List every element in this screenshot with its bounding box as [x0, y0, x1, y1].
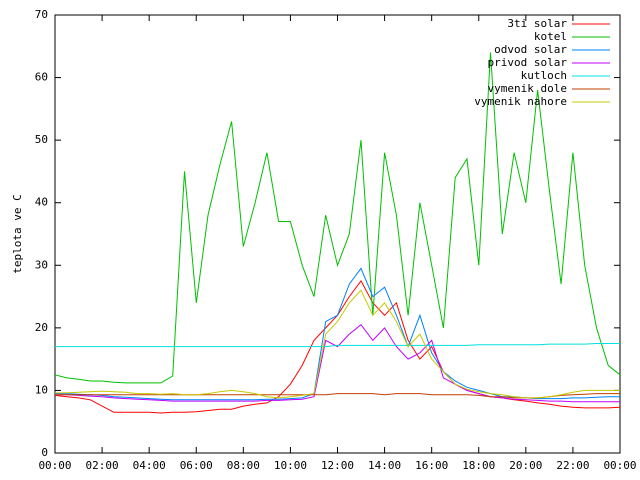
y-tick-label: 30: [35, 258, 48, 271]
series-line: [55, 289, 620, 399]
legend-label: privod solar: [488, 56, 568, 69]
legend-label: odvod solar: [494, 43, 567, 56]
series-line: [55, 267, 620, 401]
y-tick-label: 0: [41, 446, 48, 459]
y-axis-label: teplota ve C: [11, 194, 24, 273]
x-tick-label: 02:00: [86, 459, 119, 472]
series-line: [55, 343, 620, 348]
x-tick-label: 18:00: [462, 459, 495, 472]
y-tick-label: 70: [35, 8, 48, 21]
y-tick-label: 50: [35, 133, 48, 146]
legend-label: vymenik dole: [488, 82, 567, 95]
x-tick-label: 04:00: [133, 459, 166, 472]
y-tick-label: 20: [35, 321, 48, 334]
x-tick-label: 14:00: [368, 459, 401, 472]
y-tick-label: 60: [35, 71, 48, 84]
series-line: [55, 393, 620, 399]
x-tick-label: 06:00: [180, 459, 213, 472]
x-tick-label: 20:00: [509, 459, 542, 472]
y-tick-label: 10: [35, 383, 48, 396]
x-tick-label: 22:00: [556, 459, 589, 472]
legend-label: kutloch: [521, 69, 567, 82]
x-tick-label: 00:00: [603, 459, 636, 472]
x-tick-label: 08:00: [227, 459, 260, 472]
legend-label: 3ti solar: [507, 17, 567, 30]
series-line: [54, 52, 621, 384]
legend-label: kotel: [534, 30, 567, 43]
y-tick-label: 40: [35, 196, 48, 209]
x-tick-label: 00:00: [38, 459, 71, 472]
x-tick-label: 16:00: [415, 459, 448, 472]
series-line: [55, 323, 620, 403]
x-tick-label: 12:00: [321, 459, 354, 472]
x-tick-label: 10:00: [274, 459, 307, 472]
legend-label: vymenik nahore: [474, 95, 567, 108]
